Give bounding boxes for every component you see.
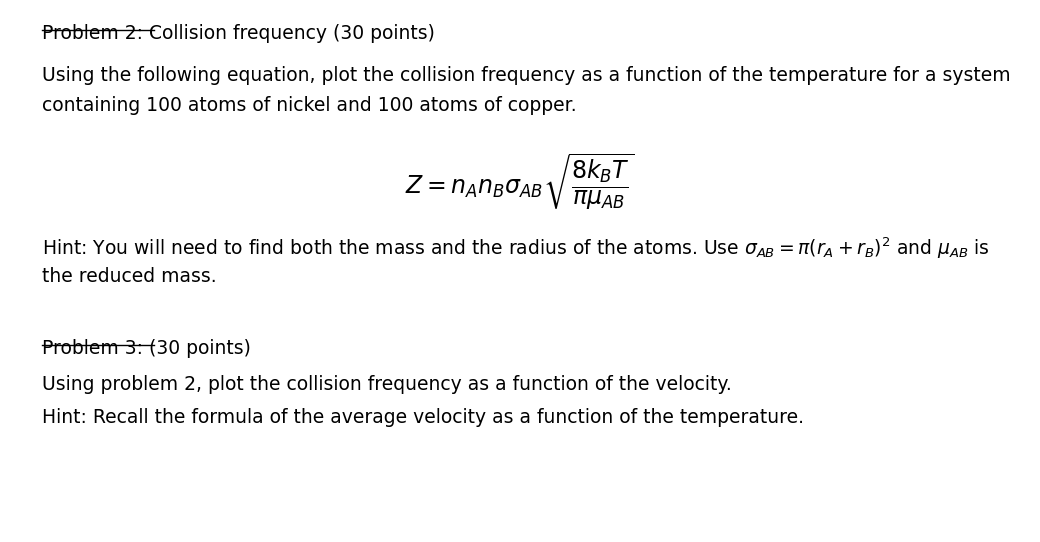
Text: Using the following equation, plot the collision frequency as a function of the : Using the following equation, plot the c… <box>42 66 1010 85</box>
Text: Using problem 2, plot the collision frequency as a function of the velocity.: Using problem 2, plot the collision freq… <box>42 375 731 394</box>
Text: the reduced mass.: the reduced mass. <box>42 267 216 286</box>
Text: Hint: You will need to find both the mass and the radius of the atoms. Use $\sig: Hint: You will need to find both the mas… <box>42 236 989 261</box>
Text: Problem 2: Collision frequency (30 points): Problem 2: Collision frequency (30 point… <box>42 24 435 43</box>
Text: Hint: Recall the formula of the average velocity as a function of the temperatur: Hint: Recall the formula of the average … <box>42 408 804 427</box>
Text: $Z = n_A n_B \sigma_{AB} \sqrt{\dfrac{8k_B T}{\pi \mu_{AB}}}$: $Z = n_A n_B \sigma_{AB} \sqrt{\dfrac{8k… <box>406 152 634 212</box>
Text: containing 100 atoms of nickel and 100 atoms of copper.: containing 100 atoms of nickel and 100 a… <box>42 96 576 115</box>
Text: Problem 3: (30 points): Problem 3: (30 points) <box>42 339 251 358</box>
